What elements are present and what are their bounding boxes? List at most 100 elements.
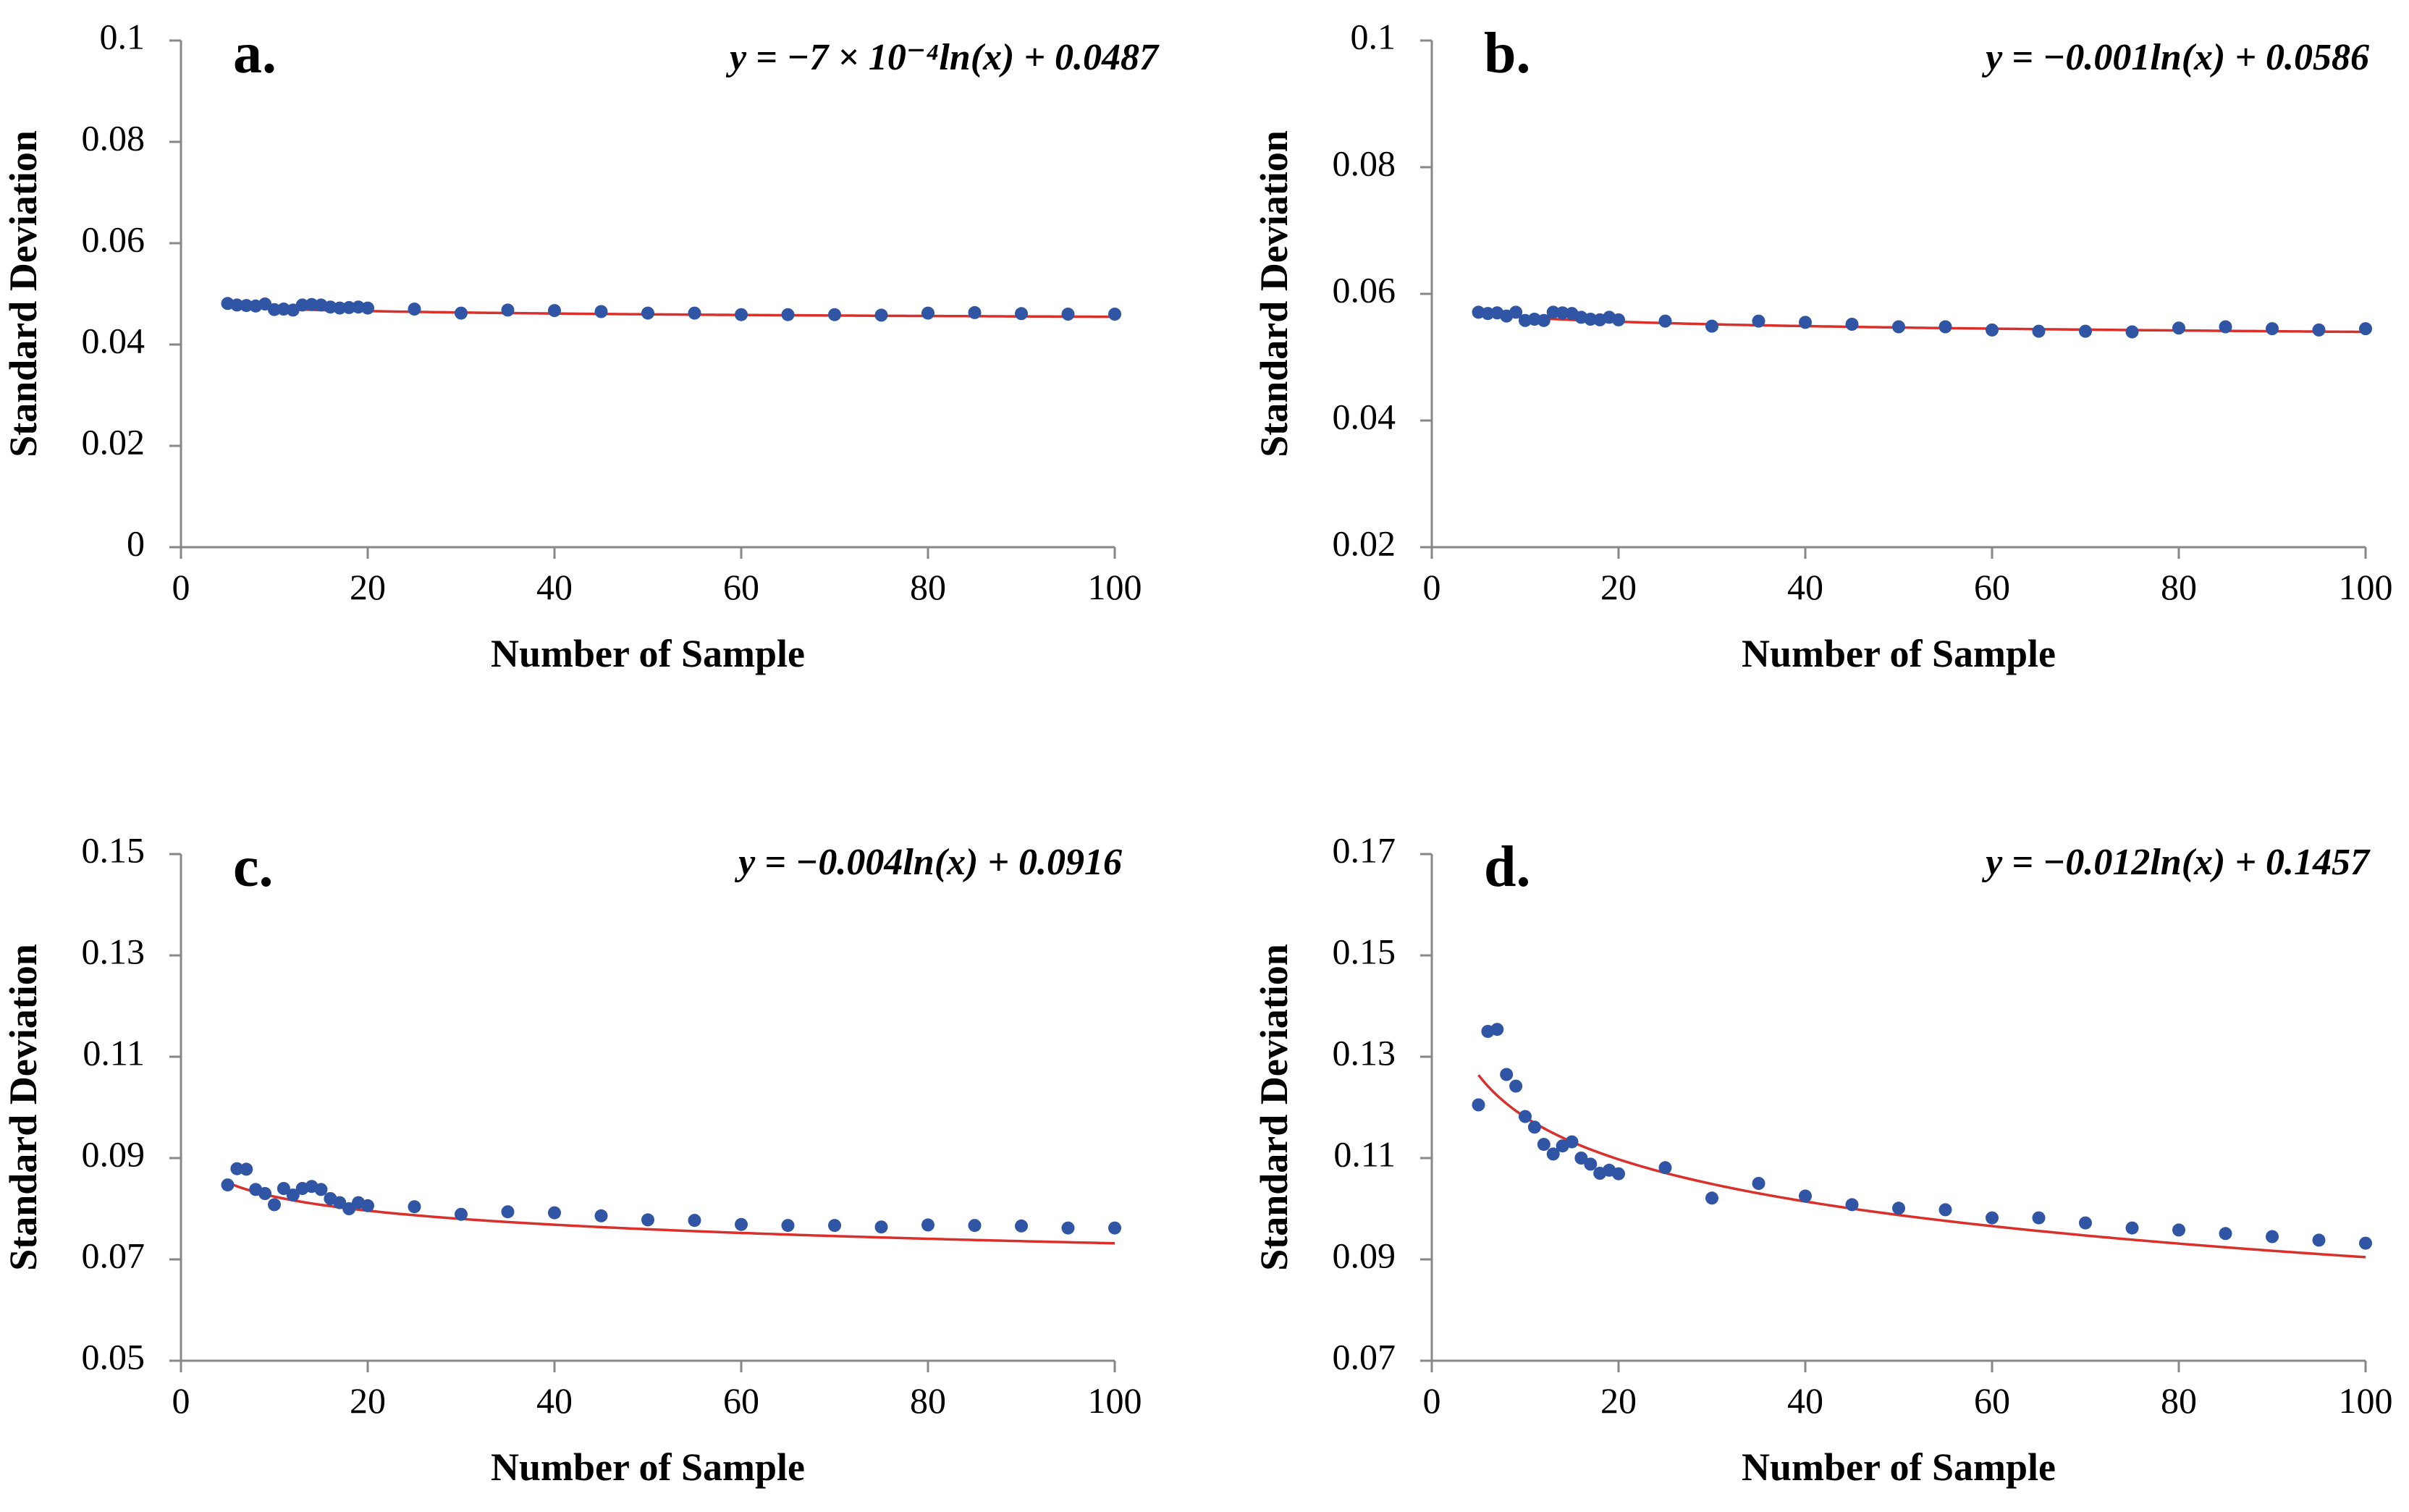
data-point [594, 305, 608, 318]
data-point [1537, 313, 1551, 327]
x-tick-label: 40 [1787, 1380, 1823, 1421]
data-point [1986, 1211, 1999, 1225]
x-tick-label: 20 [1600, 1380, 1637, 1421]
data-point [314, 1183, 328, 1196]
x-tick-label: 40 [536, 567, 573, 607]
y-tick-label: 0.09 [82, 1133, 145, 1174]
data-point [230, 298, 244, 312]
x-tick-label: 100 [2339, 567, 2393, 607]
data-point [735, 1217, 748, 1231]
x-tick-label: 20 [350, 1380, 386, 1421]
data-point [828, 1219, 841, 1233]
data-point [1892, 1201, 1905, 1215]
data-point [1658, 314, 1672, 328]
y-tick-label: 0.13 [1333, 1032, 1396, 1073]
y-tick-label: 0.1 [1351, 16, 1396, 56]
x-axis-title-c: Number of Sample [491, 1445, 805, 1489]
data-point [688, 1214, 701, 1228]
data-point [333, 301, 347, 315]
x-tick-label: 60 [1974, 567, 2010, 607]
data-point [1799, 316, 1812, 329]
data-point [1015, 1219, 1028, 1233]
data-point [781, 1219, 795, 1233]
y-tick-label: 0.08 [82, 117, 145, 158]
data-point [1705, 1191, 1718, 1205]
x-tick-label: 60 [1974, 1380, 2010, 1421]
data-point [735, 308, 748, 321]
data-point [1799, 1189, 1812, 1203]
y-tick-label: 0.08 [1333, 143, 1396, 183]
data-point [2125, 325, 2139, 339]
data-point [1892, 320, 1905, 334]
data-point [1472, 1098, 1485, 1112]
data-point [1584, 1157, 1598, 1171]
data-point [2312, 1233, 2326, 1247]
x-tick-label: 20 [350, 567, 386, 607]
y-tick-label: 0.17 [1333, 829, 1396, 870]
data-point [1546, 305, 1560, 319]
data-point [240, 1162, 253, 1176]
y-tick-label: 0.13 [82, 931, 145, 971]
data-point [2359, 1236, 2372, 1250]
x-tick-label: 100 [2339, 1380, 2393, 1421]
data-point [258, 1187, 272, 1200]
data-point [1527, 1120, 1541, 1134]
data-point [688, 306, 701, 320]
plot-area-d: 0.07 0.09 0.11 0.13 0.15 0.17 0 20 40 60 80 100 Numb… [1252, 829, 2393, 1489]
y-tick-label: 0.04 [1333, 396, 1396, 436]
y-tick-label: 0.11 [83, 1032, 145, 1073]
data-point [455, 1207, 468, 1221]
data-point [1537, 1138, 1551, 1152]
data-point [1509, 305, 1523, 319]
panel-a: 0 0.02 0.04 0.06 0.08 0.1 0 20 40 60 80 100 Number o… [1, 16, 1160, 675]
data-point [781, 308, 795, 321]
data-point [548, 304, 561, 318]
data-point [1705, 319, 1718, 333]
panel-label-c: c. [233, 835, 274, 899]
data-point [408, 303, 421, 316]
y-tick-label: 0.15 [1333, 931, 1396, 971]
data-point [2312, 323, 2326, 337]
data-point [968, 1219, 982, 1233]
data-point [1752, 1177, 1765, 1190]
x-axis-title-d: Number of Sample [1742, 1445, 2056, 1489]
data-point [1061, 308, 1075, 321]
y-tick-label: 0.02 [1333, 523, 1396, 563]
y-axis-title-a: Standard Deviation [1, 130, 45, 457]
data-point [333, 1196, 347, 1209]
x-tick-label: 60 [723, 567, 759, 607]
y-axis-title-d: Standard Deviation [1252, 944, 1296, 1271]
data-point [2219, 320, 2232, 334]
data-point [1108, 1221, 1121, 1235]
data-point [1519, 1110, 1532, 1123]
data-point [2032, 324, 2046, 338]
data-point [1509, 1079, 1523, 1093]
x-axis-title-b: Number of Sample [1742, 632, 2056, 675]
data-point [277, 1182, 290, 1195]
y-tick-label: 0.1 [100, 16, 145, 56]
data-point [921, 306, 935, 320]
data-point [1481, 307, 1495, 321]
data-point [361, 1199, 374, 1212]
data-point [1565, 1135, 1579, 1149]
y-tick-label: 0.11 [1333, 1133, 1396, 1174]
y-tick-label: 0.07 [1333, 1336, 1396, 1377]
data-point [501, 1205, 515, 1219]
data-point [2079, 1216, 2092, 1230]
x-tick-label: 0 [1423, 567, 1441, 607]
data-point [548, 1206, 561, 1220]
data-point [828, 308, 841, 321]
data-point [968, 305, 982, 319]
data-point [305, 297, 318, 311]
data-point [230, 1162, 244, 1175]
data-point [1574, 1152, 1588, 1165]
data-point [501, 303, 515, 317]
data-point [1658, 1161, 1672, 1175]
y-tick-label: 0.05 [82, 1336, 145, 1377]
trend-line-a [227, 305, 1115, 318]
x-tick-label: 80 [2161, 567, 2197, 607]
x-tick-label: 60 [723, 1380, 759, 1421]
panel-label-a: a. [233, 22, 277, 85]
